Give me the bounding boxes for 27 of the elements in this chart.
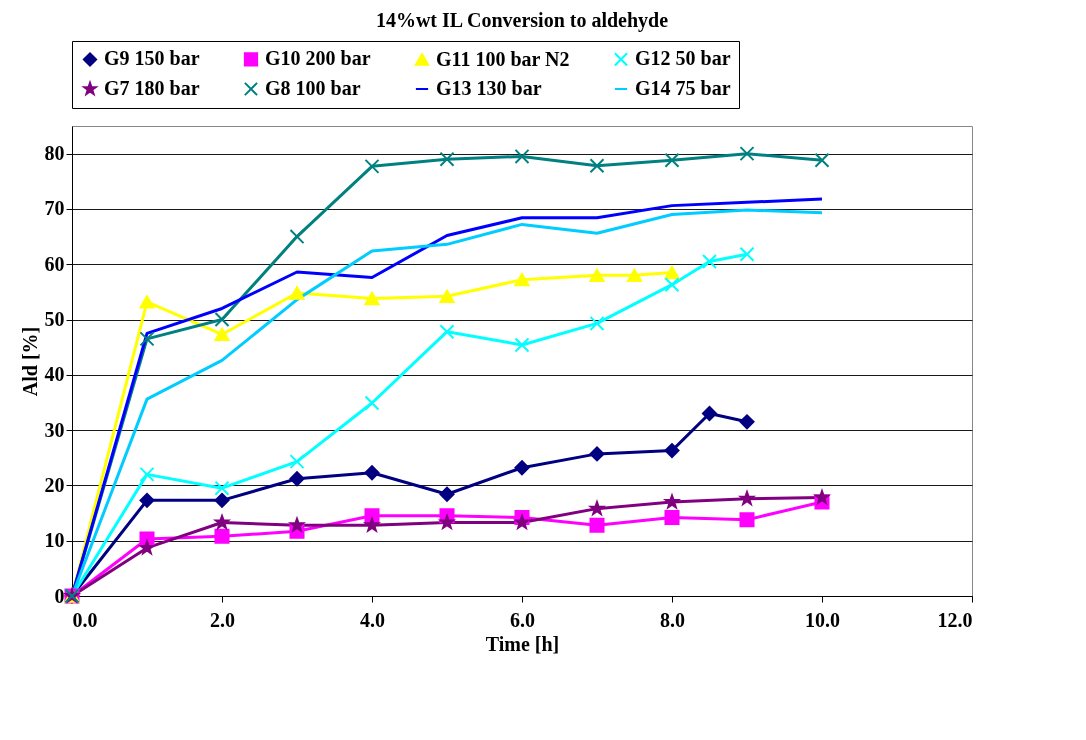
legend-label: G12 50 bar [635,47,731,70]
y-tick-label: 60 [44,252,65,275]
legend-label: G9 150 bar [104,47,200,70]
y-tick-label: 80 [44,142,65,165]
x-tick-label: 6.0 [510,608,535,631]
y-tick-label: 0 [54,584,65,607]
x-tick-label: 2.0 [210,608,235,631]
x-axis-title: Time [h] [485,632,560,655]
legend-label: G7 180 bar [104,77,200,99]
y-tick-label: 50 [44,308,65,331]
legend-label: G13 130 bar [436,77,542,99]
legend-label: G10 200 bar [265,47,371,70]
y-tick-label: 70 [44,197,65,220]
legend-label: G14 75 bar [635,77,731,99]
x-tick-label: 10.0 [805,608,840,631]
chart-title: 14%wt IL Conversion to aldehyde [375,8,669,32]
legend-label: G8 100 bar [265,77,361,99]
x-tick-label: 12.0 [937,608,973,631]
y-axis-title: Ald [%] [18,326,41,397]
y-tick-label: 40 [44,363,65,386]
x-tick-label: 4.0 [360,608,385,631]
y-tick-label: 10 [44,529,65,552]
y-tick-label: 20 [44,473,65,496]
x-tick-label: 0.0 [72,608,98,631]
y-tick-label: 30 [44,418,65,441]
legend-label: G11 100 bar N2 [436,47,570,70]
x-tick-label: 8.0 [660,608,685,631]
